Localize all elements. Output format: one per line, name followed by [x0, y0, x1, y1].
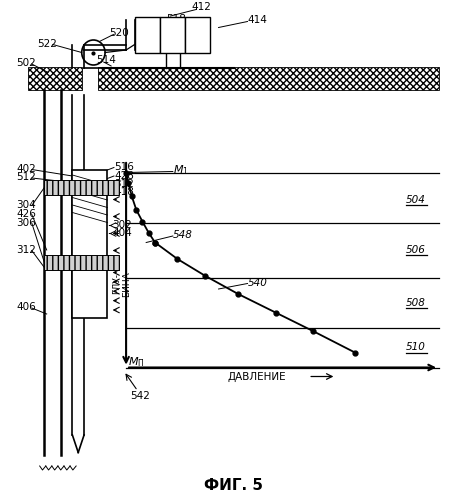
Bar — [160, 18, 185, 52]
Bar — [72, 170, 107, 318]
Text: 412: 412 — [191, 2, 212, 12]
Text: 418: 418 — [114, 187, 134, 197]
Text: 304: 304 — [16, 200, 36, 210]
Text: 504: 504 — [406, 195, 426, 205]
Text: 302: 302 — [112, 220, 132, 230]
Text: 414: 414 — [248, 15, 268, 25]
Text: 540: 540 — [248, 278, 268, 287]
Text: 426: 426 — [16, 209, 36, 219]
Text: ФИГ. 5: ФИГ. 5 — [204, 478, 263, 492]
Text: 506: 506 — [406, 245, 426, 255]
Text: 520: 520 — [109, 28, 129, 38]
Text: 312: 312 — [16, 245, 36, 255]
Text: 542: 542 — [130, 391, 150, 401]
Text: 512: 512 — [16, 172, 36, 182]
Bar — [185, 18, 210, 52]
Text: 510: 510 — [406, 342, 426, 352]
Text: 402: 402 — [16, 164, 36, 174]
Text: 428: 428 — [114, 171, 134, 181]
Bar — [44, 255, 119, 270]
Text: 406: 406 — [16, 302, 36, 312]
Text: 404: 404 — [112, 228, 132, 238]
Text: 312: 312 — [114, 179, 134, 189]
Text: $M_1$: $M_1$ — [173, 163, 189, 177]
Bar — [135, 18, 160, 52]
Bar — [28, 68, 82, 90]
Text: ГЛУ-
БИНА: ГЛУ- БИНА — [112, 271, 131, 296]
Text: 548: 548 — [173, 230, 193, 240]
Text: 518: 518 — [166, 14, 186, 24]
Text: 502: 502 — [16, 58, 36, 68]
Text: 508: 508 — [406, 298, 426, 308]
Text: ДАВЛЕНИЕ: ДАВЛЕНИЕ — [227, 372, 286, 382]
Text: 306: 306 — [16, 218, 36, 228]
Text: $M_{\Pi}$: $M_{\Pi}$ — [128, 356, 145, 370]
Text: 522: 522 — [37, 39, 57, 49]
Bar — [98, 68, 439, 90]
Text: 516: 516 — [114, 162, 134, 172]
Text: 514: 514 — [97, 55, 117, 65]
Bar — [44, 180, 119, 195]
